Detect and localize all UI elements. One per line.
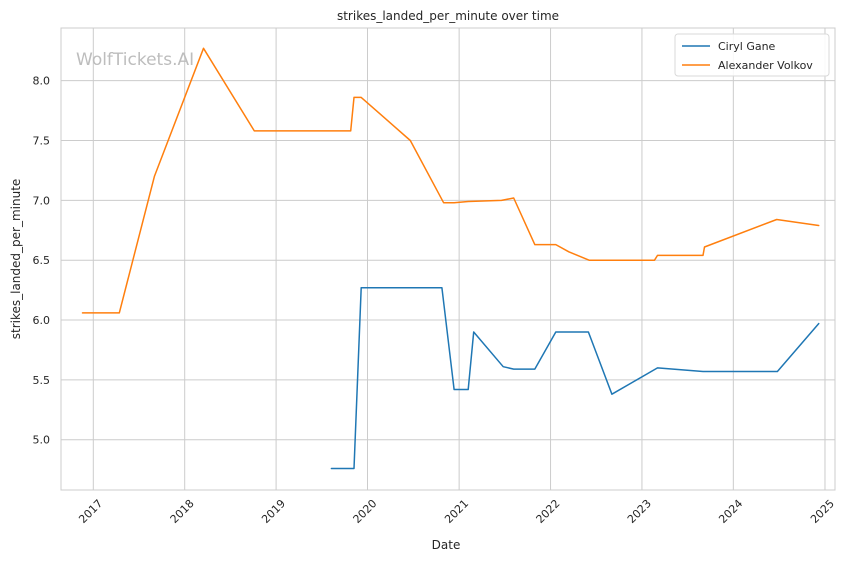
chart-title: strikes_landed_per_minute over time — [337, 9, 559, 23]
series-line-ciryl-gane — [330, 286, 820, 470]
y-tick-label: 5.0 — [33, 434, 51, 447]
series-line-alexander-volkov — [81, 47, 820, 314]
y-axis-ticks: 5.0 5.5 6.0 6.5 7.0 7.5 8.0 — [33, 75, 51, 447]
legend: Ciryl Gane Alexander Volkov — [674, 33, 830, 77]
y-tick-label: 7.0 — [33, 194, 51, 207]
plot-background — [61, 28, 835, 490]
x-tick-label: 2017 — [76, 497, 105, 526]
x-tick-label: 2024 — [716, 497, 745, 526]
x-tick-label: 2018 — [168, 497, 197, 526]
x-tick-label: 2019 — [259, 497, 288, 526]
x-axis-ticks: 2017 2018 2019 2020 2021 2022 2023 2024 2025 — [76, 497, 837, 526]
plot-frame — [60, 27, 836, 491]
y-tick-label: 5.5 — [33, 374, 51, 387]
legend-label-ciryl-gane: Ciryl Gane — [718, 40, 776, 53]
legend-box — [674, 33, 830, 77]
x-tick-label: 2023 — [625, 497, 654, 526]
x-axis-title: Date — [432, 538, 461, 552]
x-tick-label: 2021 — [442, 497, 471, 526]
legend-label-alexander-volkov: Alexander Volkov — [718, 59, 813, 72]
y-tick-label: 6.5 — [33, 254, 51, 267]
x-tick-label: 2025 — [808, 497, 837, 526]
watermark-text: WolfTickets.AI — [76, 50, 194, 70]
grid-lines — [61, 28, 835, 490]
y-tick-label: 7.5 — [33, 135, 51, 148]
y-tick-label: 8.0 — [33, 75, 51, 88]
x-tick-label: 2022 — [534, 497, 563, 526]
y-axis-title: strikes_landed_per_minute — [9, 179, 23, 340]
series-layer — [81, 47, 820, 470]
y-tick-label: 6.0 — [33, 314, 51, 327]
x-tick-label: 2020 — [351, 497, 380, 526]
